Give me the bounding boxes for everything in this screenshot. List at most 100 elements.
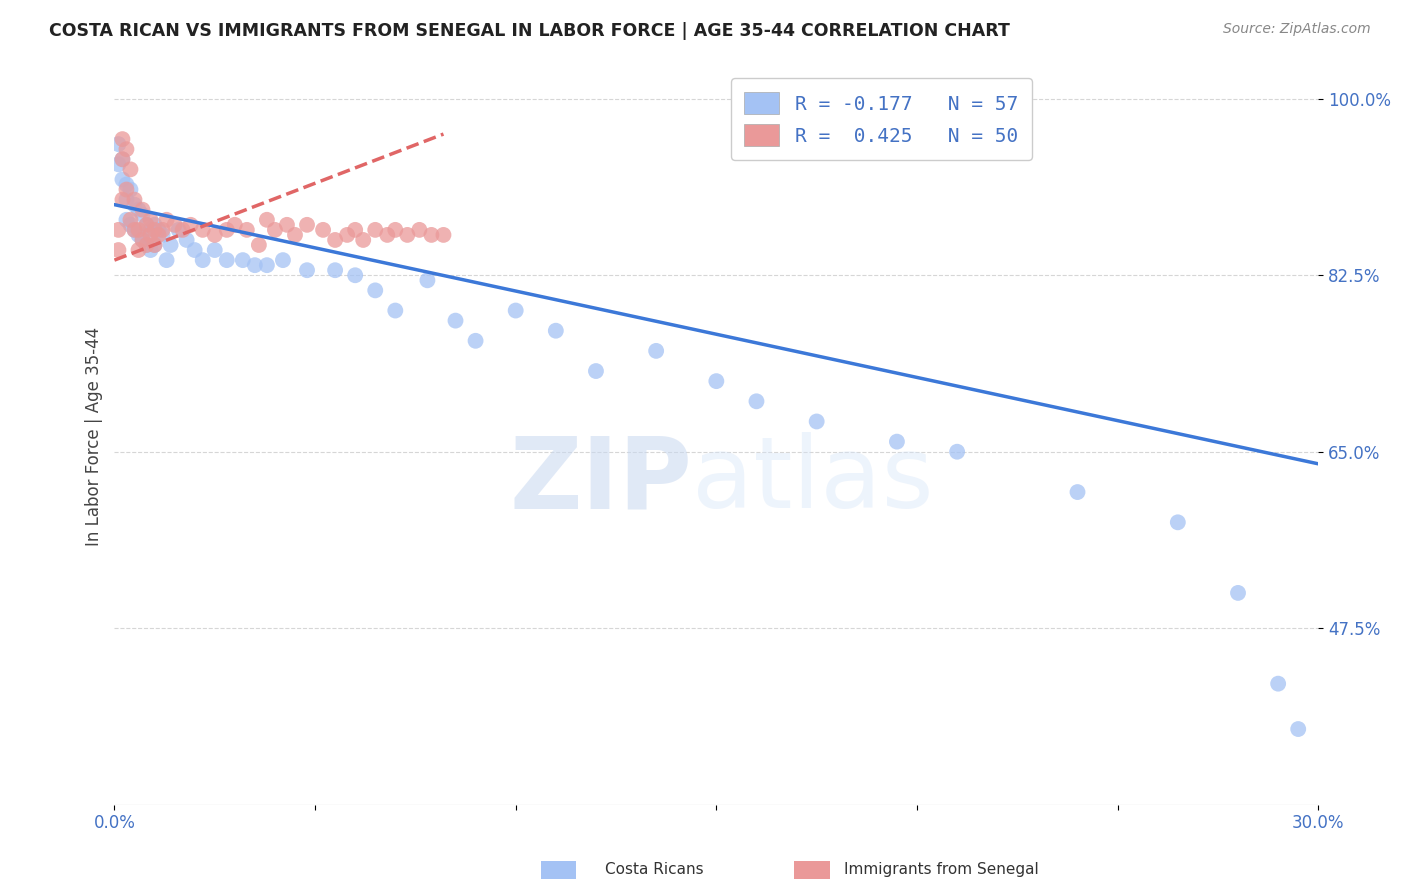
Point: [215, 253, 238, 268]
Point: [191, 223, 214, 237]
Point: [131, 208, 153, 222]
Point: [120, 162, 142, 177]
Point: [111, 132, 134, 146]
Point: [107, 137, 129, 152]
Point: [464, 334, 486, 348]
Point: [163, 218, 186, 232]
Point: [124, 193, 146, 207]
Point: [124, 223, 146, 237]
Text: Immigrants from Senegal: Immigrants from Senegal: [844, 863, 1039, 877]
Point: [131, 233, 153, 247]
Point: [544, 324, 567, 338]
Point: [143, 238, 166, 252]
Point: [124, 223, 146, 237]
Point: [352, 233, 374, 247]
Point: [127, 227, 149, 242]
Text: Source: ZipAtlas.com: Source: ZipAtlas.com: [1223, 22, 1371, 37]
Point: [232, 253, 254, 268]
Point: [215, 223, 238, 237]
Point: [1227, 586, 1250, 600]
Text: atlas: atlas: [692, 433, 934, 529]
Point: [167, 223, 190, 237]
Point: [204, 243, 226, 257]
Point: [256, 212, 278, 227]
Point: [745, 394, 768, 409]
Point: [135, 238, 157, 252]
Point: [111, 172, 134, 186]
Text: COSTA RICAN VS IMMIGRANTS FROM SENEGAL IN LABOR FORCE | AGE 35-44 CORRELATION CH: COSTA RICAN VS IMMIGRANTS FROM SENEGAL I…: [49, 22, 1010, 40]
Point: [256, 258, 278, 272]
Point: [191, 253, 214, 268]
Point: [247, 238, 270, 252]
Point: [886, 434, 908, 449]
Point: [127, 243, 149, 257]
Point: [312, 223, 335, 237]
Point: [107, 223, 129, 237]
Point: [111, 153, 134, 167]
Point: [384, 303, 406, 318]
Point: [444, 313, 467, 327]
Point: [148, 227, 170, 242]
Point: [432, 227, 454, 242]
Point: [183, 243, 205, 257]
Point: [276, 218, 298, 232]
Point: [127, 202, 149, 217]
Point: [159, 238, 181, 252]
Point: [396, 227, 419, 242]
Point: [264, 223, 287, 237]
Point: [384, 223, 406, 237]
Point: [1167, 516, 1189, 530]
Point: [284, 227, 307, 242]
Point: [176, 233, 198, 247]
Point: [135, 218, 157, 232]
Point: [152, 227, 174, 242]
Point: [115, 193, 138, 207]
Point: [115, 212, 138, 227]
Point: [295, 263, 318, 277]
Point: [135, 218, 157, 232]
Point: [645, 343, 668, 358]
Point: [120, 212, 142, 227]
Point: [139, 223, 162, 237]
Point: [236, 223, 259, 237]
Point: [336, 227, 359, 242]
Point: [505, 303, 527, 318]
Point: [139, 243, 162, 257]
Legend: R = -0.177   N = 57, R =  0.425   N = 50: R = -0.177 N = 57, R = 0.425 N = 50: [731, 78, 1032, 160]
Point: [143, 223, 166, 237]
Point: [204, 227, 226, 242]
Point: [139, 227, 162, 242]
Point: [243, 258, 266, 272]
Point: [585, 364, 607, 378]
Point: [420, 227, 443, 242]
Point: [271, 253, 294, 268]
Text: Costa Ricans: Costa Ricans: [605, 863, 703, 877]
Y-axis label: In Labor Force | Age 35-44: In Labor Force | Age 35-44: [86, 327, 103, 546]
Point: [364, 284, 387, 298]
Point: [323, 263, 346, 277]
Point: [375, 227, 398, 242]
Point: [180, 218, 202, 232]
Point: [111, 193, 134, 207]
Point: [295, 218, 318, 232]
Point: [111, 153, 134, 167]
Point: [1286, 722, 1309, 736]
Point: [323, 233, 346, 247]
Text: ZIP: ZIP: [509, 433, 692, 529]
Point: [131, 233, 153, 247]
Point: [143, 238, 166, 252]
Point: [408, 223, 430, 237]
Point: [124, 197, 146, 211]
Point: [148, 223, 170, 237]
Point: [127, 223, 149, 237]
Point: [416, 273, 439, 287]
Point: [139, 212, 162, 227]
Point: [946, 444, 969, 458]
Point: [364, 223, 387, 237]
Point: [120, 182, 142, 196]
Point: [107, 243, 129, 257]
Point: [131, 202, 153, 217]
Point: [224, 218, 246, 232]
Point: [172, 223, 194, 237]
Point: [115, 178, 138, 192]
